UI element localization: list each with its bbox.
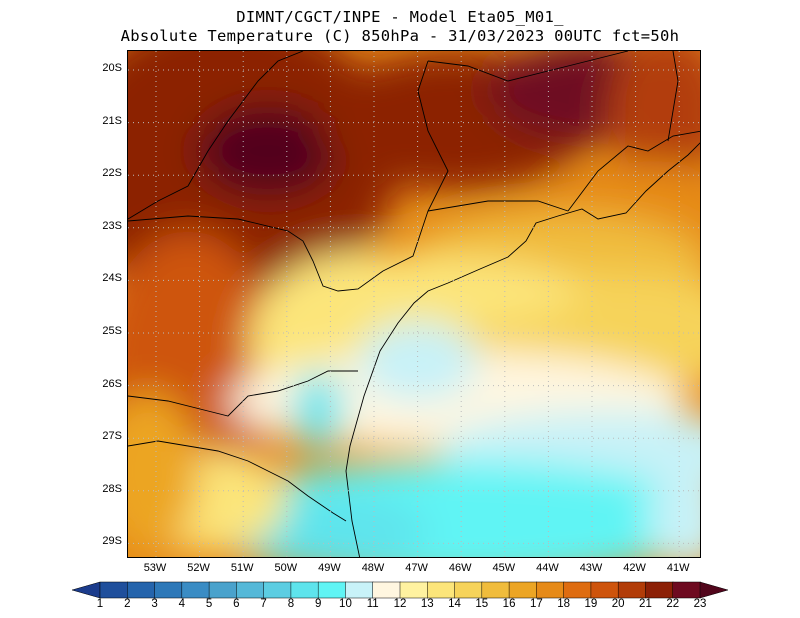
longitude-label: 42W [623,562,646,574]
colorbar-cell [427,581,456,599]
colorbar-label: 10 [339,598,352,610]
colorbar-cell [154,581,183,599]
latitude-label: 24S [102,272,122,285]
colorbar-cell [672,581,701,599]
colorbar-cell [699,581,728,599]
colorbar-label: 3 [151,598,158,610]
temperature-field [128,51,700,557]
colorbar-cell [127,581,156,599]
colorbar-label: 14 [448,598,461,610]
colorbar-cell [536,581,565,599]
colorbar-label: 8 [287,598,295,610]
latitude-label: 27S [102,430,122,443]
colorbar-label: 5 [205,598,213,610]
coastline-borders [128,51,700,557]
title-line-2: Absolute Temperature (C) 850hPa - 31/03/… [120,27,680,45]
colorbar-cell [481,581,510,599]
colorbar-label: 21 [639,598,652,610]
grid-lines [128,51,700,557]
latitude-label: 22S [102,167,122,180]
longitude-label: 53W [143,562,167,574]
latitude-label: 29S [102,535,122,548]
colorbar-cell [645,581,674,599]
colorbar-cell [617,581,647,599]
colorbar-label: 6 [233,598,240,610]
colorbar-label: 7 [260,598,267,610]
colorbar-cell [236,581,265,599]
colorbar-cell [208,581,238,599]
colorbar-cell [590,581,619,599]
longitude-label: 41W [666,562,690,574]
latitude-label: 20S [102,62,122,74]
colorbar-cell [454,581,483,599]
longitude-label: 44W [536,562,559,574]
colorbar-cell [508,581,538,599]
colorbar-label: 4 [178,598,186,610]
longitude-label: 43W [579,562,603,574]
colorbar-label: 20 [611,598,625,610]
colorbar-cell [563,581,592,599]
longitude-label: 50W [274,562,298,574]
colorbar-label: 18 [557,598,571,610]
colorbar-cell [345,581,374,599]
colorbar-cell [99,581,129,599]
colorbar-label: 23 [693,598,707,610]
colorbar-cell [181,581,210,599]
colorbar-cell [263,581,292,599]
colorbar-label: 9 [314,598,322,610]
longitude-label: 48W [361,562,385,574]
latitude-label: 26S [102,377,122,390]
longitude-label: 51W [230,562,254,574]
latitude-label: 21S [102,114,122,127]
colorbar-label: 16 [502,598,516,610]
colorbar-label: 1 [96,598,104,610]
colorbar-cell [290,581,319,599]
colorbar-label: 13 [420,598,434,610]
colorbar-label: 22 [666,598,680,610]
colorbar-label: 17 [529,598,543,610]
colorbar-label: 19 [584,598,598,610]
colorbar-cell [72,581,101,599]
colorbar-label: 2 [124,598,131,610]
colorbar-label: 15 [475,598,489,610]
longitude-label: 49W [318,562,341,574]
latitude-label: 25S [102,325,122,337]
temperature-map [128,51,700,557]
colorbar-cell [317,581,347,599]
map-panel [127,50,701,558]
longitude-label: 45W [492,562,516,574]
colorbar-cell [372,581,401,599]
colorbar [72,581,728,599]
colorbar-label: 12 [393,598,407,610]
longitude-label: 47W [405,562,428,574]
colorbar-label: 11 [366,598,379,610]
title-line-1: DIMNT/CGCT/INPE - Model Eta05_M01_ [236,8,564,26]
longitude-label: 52W [187,562,210,574]
colorbar-cell [399,581,429,599]
latitude-label: 28S [102,482,122,495]
latitude-label: 23S [102,219,122,232]
longitude-label: 46W [448,562,472,574]
